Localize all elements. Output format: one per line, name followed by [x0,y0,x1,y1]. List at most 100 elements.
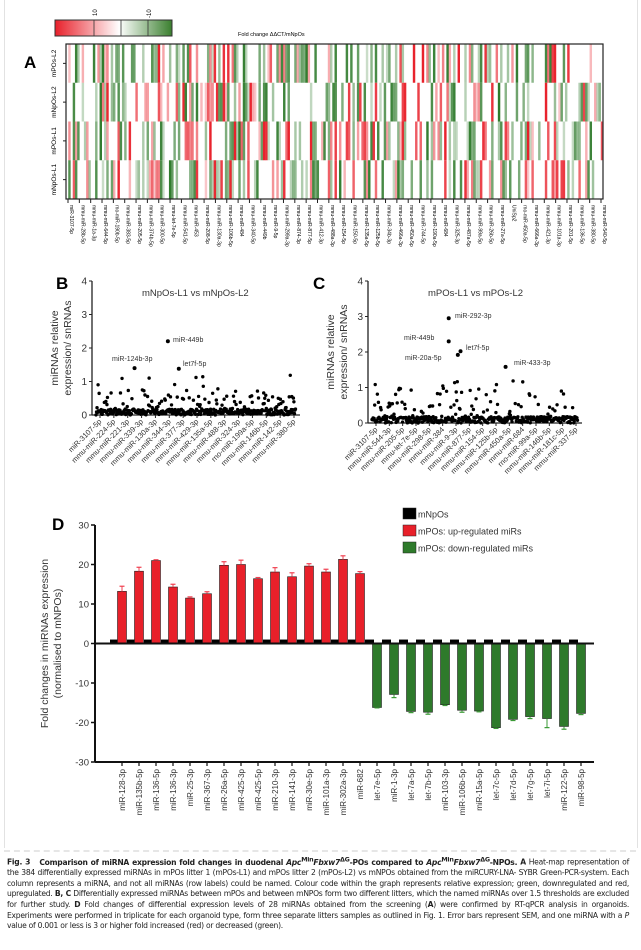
bar-mnpos [365,639,374,644]
data-point [536,402,541,407]
heatmap-cell [99,44,102,83]
heatmap-cell [392,160,396,199]
heatmap-cell [450,82,454,122]
heatmap-cell [312,121,315,161]
heatmap-cell [571,160,575,199]
data-point [193,412,198,416]
heatmap-cell [155,160,158,199]
data-point [568,421,573,425]
data-point [196,394,201,399]
data-point [145,394,150,399]
heatmap-cell [453,44,456,83]
heatmap-cell [276,44,279,83]
heatmap-cell [189,160,192,199]
heatmap-column-label: mmu-miR-380-5p [590,205,596,244]
data-point [511,379,515,383]
heatmap-cell [448,160,452,199]
heatmap-cell [287,44,290,83]
heatmap-column-label: mmu-miR-488a-3p [329,205,335,247]
labeled-data-point [455,352,460,357]
heatmap-column-label: mmu-miR-27a-5p [499,205,505,244]
heatmap-column-label: mmu-miR-135a-5p [363,205,369,247]
data-point [250,400,254,405]
heatmap-cell [558,82,561,122]
heatmap-column-label: mmu-miR-450a-5p [408,205,414,247]
heatmap-cell [448,121,452,161]
heatmap-column-label: mmu-miR-666a-3p [533,205,539,247]
heatmap-cell [258,121,261,161]
heatmap-cell [184,121,188,161]
heatmap-cell [97,44,100,83]
x-tick-label: miR-136-5p [152,768,161,810]
heatmap-cell [242,82,246,122]
heatmap-cell [562,121,566,161]
heatmap-cell [439,82,443,122]
heatmap-cell [153,44,156,83]
bar-down-regulated [372,643,382,708]
panel-label-c: C [313,274,325,293]
heatmap-cell [189,82,192,122]
heatmap-cell [401,160,405,199]
y-axis-label-line: Fold changes in miRNAs expression [39,559,51,728]
y-tick-label: 3 [357,312,363,323]
heatmap-cell [479,160,483,199]
heatmap-cell [352,121,355,161]
heatmap-cell [95,121,98,161]
heatmap-cell [470,44,474,83]
data-point [105,402,109,407]
heatmap-cell [240,121,243,161]
heatmap-cell [549,44,552,83]
bar-down-regulated [474,643,484,712]
data-point [508,413,513,417]
data-point [438,392,442,396]
data-point [168,395,173,399]
bar-mnpos [229,639,238,644]
heatmap-column-label: mmu-miR-9-5p [272,205,278,239]
heatmap-cell [327,160,331,199]
data-point [553,409,557,413]
heatmap-cell [538,121,541,161]
y-tick-label: 20 [78,560,89,571]
heatmap-cell [587,82,590,122]
data-point [479,421,483,425]
chart-title: mNpOs-L1 vs mNpOs-L2 [142,288,249,299]
heatmap-cell [600,121,604,161]
heatmap-cell [224,160,228,199]
bar-up-regulated [304,565,314,644]
data-point [471,407,476,412]
data-point [266,398,271,403]
heatmap-cell [562,160,566,199]
heatmap-column-label: mmu-miR-34b-3p [386,205,392,244]
heatmap-cell [587,160,590,199]
data-point [213,413,217,417]
heatmap-cell [578,82,581,122]
data-point [155,408,159,412]
heatmap-cell [338,121,342,161]
heatmap-cell [209,44,212,83]
heatmap-cell [206,82,210,122]
data-point [234,402,238,407]
heatmap-column-label: mmu-miR-125b-5p [374,205,380,247]
heatmap-row-label: mNpOs-L2 [51,86,58,118]
x-tick-label: miR-98-5p [577,768,586,806]
heatmap-cell [459,160,463,199]
data-point [444,389,449,394]
heatmap-cell [526,160,530,199]
heatmap-column-label: mmu-miR-449b [261,205,267,240]
y-axis-label: Fold changes in miRNAs expression (normal… [39,559,64,728]
x-tick-label: miR-367-3p [203,768,212,810]
heatmap-column-label: mmu-miR-412-3p [317,205,323,244]
heatmap-cell [495,44,499,83]
heatmap-column-label: mmu-miR-1a-3p [91,205,97,241]
heatmap-cell [479,44,483,83]
heatmap-cell [72,160,76,199]
heatmap-cell [437,121,440,161]
bar-up-regulated [236,564,246,644]
y-tick-label: 1 [357,383,363,394]
heatmap-cell [359,82,362,122]
heatmap-cell [146,82,149,122]
heatmap-column-label: mmu-miR-383-5p [125,205,131,244]
heatmap-cell [177,82,181,122]
heatmap-cell [95,160,98,199]
heatmap-cell [334,160,337,199]
